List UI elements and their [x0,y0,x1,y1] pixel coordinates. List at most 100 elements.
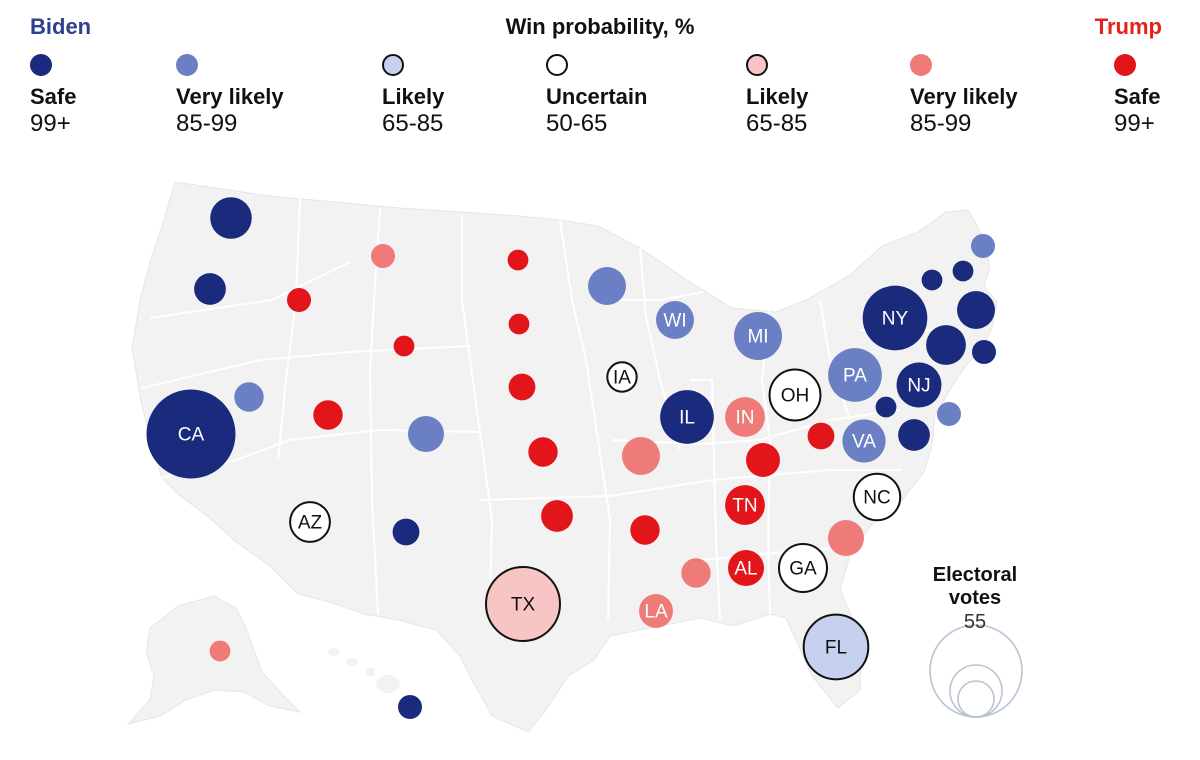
state-bubble-circle [397,694,423,720]
biden-label: Biden [30,14,92,39]
state-bubble-circle [842,419,886,463]
electoral-votes-legend: Electoral votes 55 [905,564,1045,634]
state-bubble: NY [862,285,928,351]
state-bubble-circle [828,348,882,402]
state-bubble-circle [656,301,694,339]
state-bubble: CA [146,389,236,479]
legend-range: 99+ [1114,110,1155,137]
state-bubble-circle [146,389,236,479]
map-land [126,181,998,733]
legend-dot [30,54,52,76]
state-bubble-circle [234,382,264,412]
legend-dot [176,54,198,76]
legend-category: Very likely [910,84,1018,109]
legend-category: Likely [746,84,809,109]
state-bubble-circle [630,515,660,545]
state-bubble-circle [660,390,714,444]
state-bubble-circle [898,419,930,451]
legend-item: Likely 65-85 [746,54,808,138]
legend-dot [910,54,932,76]
state-bubble: VA [842,419,886,463]
state-label: TX [511,595,536,616]
state-bubble [926,325,966,365]
legend-item: Safe 99+ [1114,54,1160,138]
ev-ring-small [957,680,995,718]
state-bubble-circle [681,558,711,588]
state-bubble-circle [209,640,231,662]
legend-range: 85-99 [176,110,238,137]
state-bubble-circle [606,361,638,393]
legend-category: Very likely [176,84,284,109]
state-bubble: LA [639,594,673,628]
state-bubble-circle [508,373,536,401]
state-bubble-circle [971,339,997,365]
state-bubble-circle [952,260,974,282]
state-bubble-circle [392,518,420,546]
state-label: AL [734,559,757,580]
state-bubble-circle [508,313,530,335]
state-bubble [286,287,312,313]
state-bubble: IN [725,397,765,437]
state-bubble-circle [370,243,396,269]
legend-dot [746,54,768,76]
state-bubble-circle [827,519,865,557]
state-bubble [234,382,264,412]
state-bubble-circle [725,397,765,437]
state-bubble [936,401,962,427]
state-bubble [392,518,420,546]
state-bubble-circle [393,335,415,357]
state-bubble [588,267,626,305]
state-bubble [407,415,445,453]
state-bubble-circle [807,422,835,450]
state-bubble: FL [802,613,870,681]
state-bubble-circle [875,396,897,418]
state-bubble-circle [639,594,673,628]
state-bubble [807,422,835,450]
legend-range: 65-85 [382,110,444,137]
state-bubble: NJ [896,362,942,408]
state-bubble: PA [828,348,882,402]
state-bubble: GA [777,542,829,594]
state-label: CA [178,425,205,446]
state-bubble-circle [777,542,829,594]
hawaii-shape [328,648,400,693]
state-bubble-circle [289,501,331,543]
alaska-shape [126,595,302,725]
state-borders [141,195,960,621]
ev-ring-large [929,624,1023,718]
state-bubble-circle [921,269,943,291]
state-bubble-circle [485,566,561,642]
state-label: NC [863,488,890,509]
state-label: IL [679,408,695,429]
legend-range: 50-65 [546,110,608,137]
state-bubble: AZ [289,501,331,543]
state-bubble-circle [725,485,765,525]
state-bubble [898,419,930,451]
state-bubble: IL [660,390,714,444]
state-bubble-circle [194,273,226,305]
legend-category: Safe [1114,84,1161,109]
state-bubble [194,273,226,305]
state-bubble-circle [622,437,660,475]
state-bubble-circle [926,325,966,365]
state-bubble [528,437,558,467]
legend-category: Safe [30,84,77,109]
legend-item: Uncertain 50-65 [546,54,647,138]
electoral-votes-title-line2: votes [948,587,1002,609]
state-bubble-circle [896,362,942,408]
state-bubble-circle [733,311,783,361]
state-bubble-circle [936,401,962,427]
state-bubble [921,269,943,291]
state-bubble [313,400,343,430]
state-label: IN [736,408,755,429]
state-bubble-circle [313,400,343,430]
state-bubble: WI [656,301,694,339]
legend-range: 85-99 [910,110,972,137]
electoral-votes-size-legend [929,624,1023,718]
state-bubble [970,233,996,259]
state-label: PA [843,366,867,387]
state-bubble [827,519,865,557]
state-bubble [746,443,780,477]
state-bubble [507,249,529,271]
